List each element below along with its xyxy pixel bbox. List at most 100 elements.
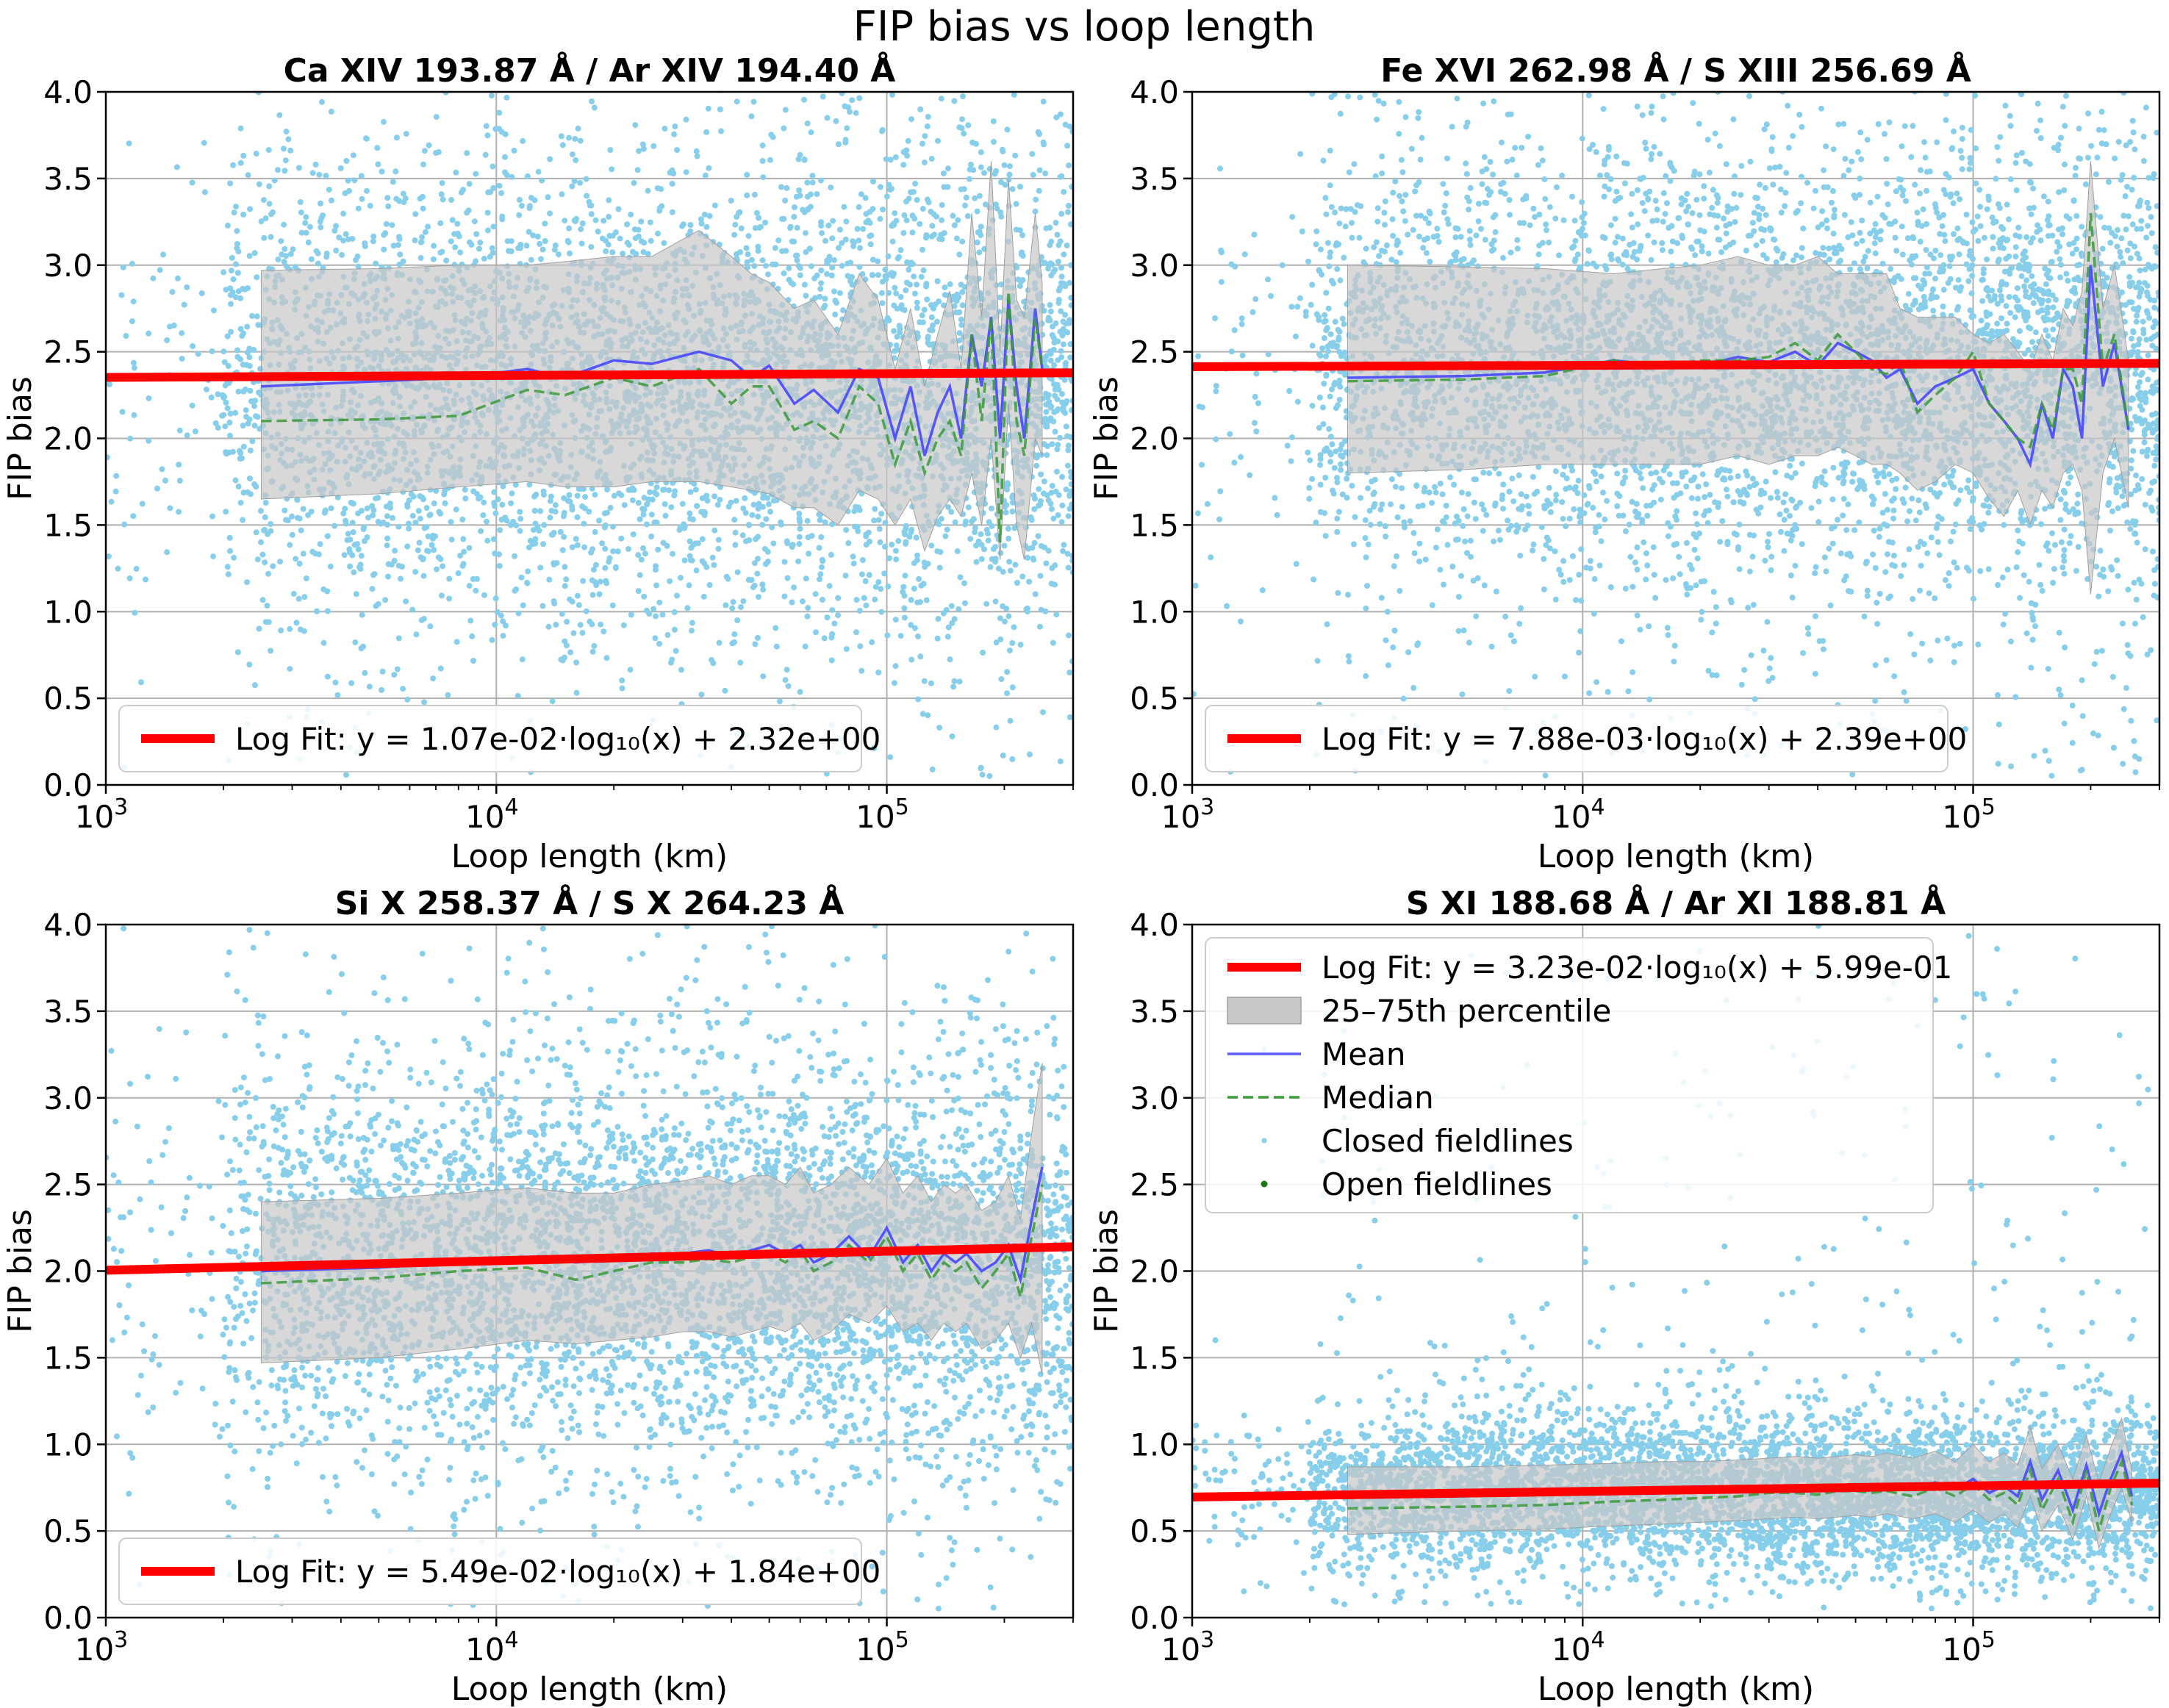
- scatter-point: [822, 237, 828, 244]
- scatter-point: [499, 501, 506, 508]
- scatter-point: [854, 226, 861, 232]
- scatter-point: [918, 582, 925, 589]
- scatter-point: [588, 244, 595, 250]
- scatter-point: [254, 274, 260, 281]
- scatter-point: [517, 515, 524, 522]
- scatter-point: [620, 251, 626, 257]
- scatter-point: [703, 223, 710, 230]
- scatter-point: [1055, 512, 1061, 518]
- scatter-point: [1044, 443, 1050, 450]
- scatter-point: [847, 274, 853, 281]
- scatter-point: [154, 485, 160, 492]
- scatter-point: [244, 579, 251, 586]
- scatter-point: [818, 280, 825, 287]
- scatter-point: [945, 624, 952, 631]
- scatter-point: [749, 256, 755, 263]
- scatter-point: [445, 692, 451, 698]
- scatter-point: [413, 631, 420, 638]
- scatter-point: [369, 503, 376, 509]
- scatter-point: [939, 202, 945, 208]
- scatter-point: [603, 655, 610, 661]
- scatter-point: [123, 333, 129, 340]
- scatter-point: [427, 623, 434, 630]
- scatter-point: [617, 235, 623, 242]
- scatter-point: [412, 569, 419, 575]
- scatter-point: [262, 215, 269, 222]
- scatter-point: [809, 173, 816, 179]
- scatter-point: [396, 234, 402, 240]
- scatter-point: [290, 591, 297, 597]
- scatter-point: [688, 545, 695, 551]
- scatter-point: [233, 204, 239, 210]
- scatter-point: [237, 326, 244, 332]
- scatter-point: [1009, 640, 1016, 646]
- scatter-point: [345, 531, 351, 537]
- scatter-point: [1032, 591, 1039, 598]
- scatter-point: [899, 306, 906, 312]
- scatter-point: [1055, 492, 1062, 498]
- scatter-point: [731, 232, 738, 238]
- scatter-point: [893, 342, 900, 348]
- scatter-point: [228, 329, 234, 335]
- scatter-point: [1043, 225, 1050, 232]
- scatter-point: [642, 550, 648, 557]
- scatter-point: [852, 523, 858, 530]
- scatter-point: [1057, 434, 1063, 441]
- scatter-point: [690, 516, 696, 523]
- scatter-point: [1065, 442, 1072, 449]
- scatter-point: [403, 598, 409, 605]
- scatter-point: [602, 564, 609, 571]
- scatter-point: [1019, 232, 1025, 238]
- scatter-point: [484, 209, 491, 216]
- scatter-point: [956, 678, 963, 685]
- scatter-point: [449, 217, 456, 223]
- scatter-point: [395, 635, 402, 642]
- scatter-point: [743, 245, 750, 251]
- scatter-point: [980, 650, 986, 656]
- scatter-point: [1003, 509, 1009, 516]
- scatter-point: [309, 170, 316, 176]
- scatter-point: [610, 548, 617, 555]
- scatter-point: [192, 428, 198, 434]
- scatter-point: [662, 501, 668, 507]
- scatter-point: [381, 232, 387, 238]
- scatter-point: [601, 524, 608, 531]
- scatter-point: [760, 503, 767, 510]
- scatter-point: [828, 184, 834, 191]
- scatter-point: [420, 616, 427, 622]
- scatter-point: [223, 287, 229, 293]
- scatter-point: [262, 526, 268, 533]
- scatter-point: [775, 237, 782, 244]
- scatter-point: [561, 534, 567, 540]
- scatter-point: [877, 215, 883, 222]
- scatter-point: [758, 223, 764, 230]
- scatter-point: [987, 564, 994, 570]
- scatter-point: [462, 487, 468, 493]
- scatter-point: [524, 173, 531, 179]
- scatter-point: [829, 607, 836, 614]
- scatter-point: [405, 520, 412, 527]
- scatter-point: [552, 242, 559, 248]
- scatter-point: [460, 536, 467, 542]
- scatter-point: [929, 223, 936, 229]
- scatter-point: [341, 552, 348, 559]
- scatter-point: [886, 290, 892, 296]
- scatter-point: [240, 423, 246, 429]
- scatter-point: [828, 521, 835, 528]
- scatter-point: [500, 633, 506, 639]
- scatter-point: [936, 725, 943, 731]
- scatter-point: [283, 253, 290, 259]
- scatter-point: [1045, 317, 1052, 323]
- scatter-point: [120, 264, 126, 270]
- scatter-point: [484, 132, 491, 139]
- scatter-point: [842, 139, 849, 146]
- scatter-point: [261, 234, 268, 241]
- scatter-point: [807, 204, 814, 210]
- scatter-point: [911, 290, 918, 297]
- scatter-point: [997, 209, 1004, 215]
- scatter-point: [639, 506, 646, 513]
- scatter-point: [1042, 171, 1049, 176]
- scatter-point: [1036, 131, 1042, 137]
- scatter-point: [906, 534, 913, 540]
- scatter-point: [473, 587, 479, 594]
